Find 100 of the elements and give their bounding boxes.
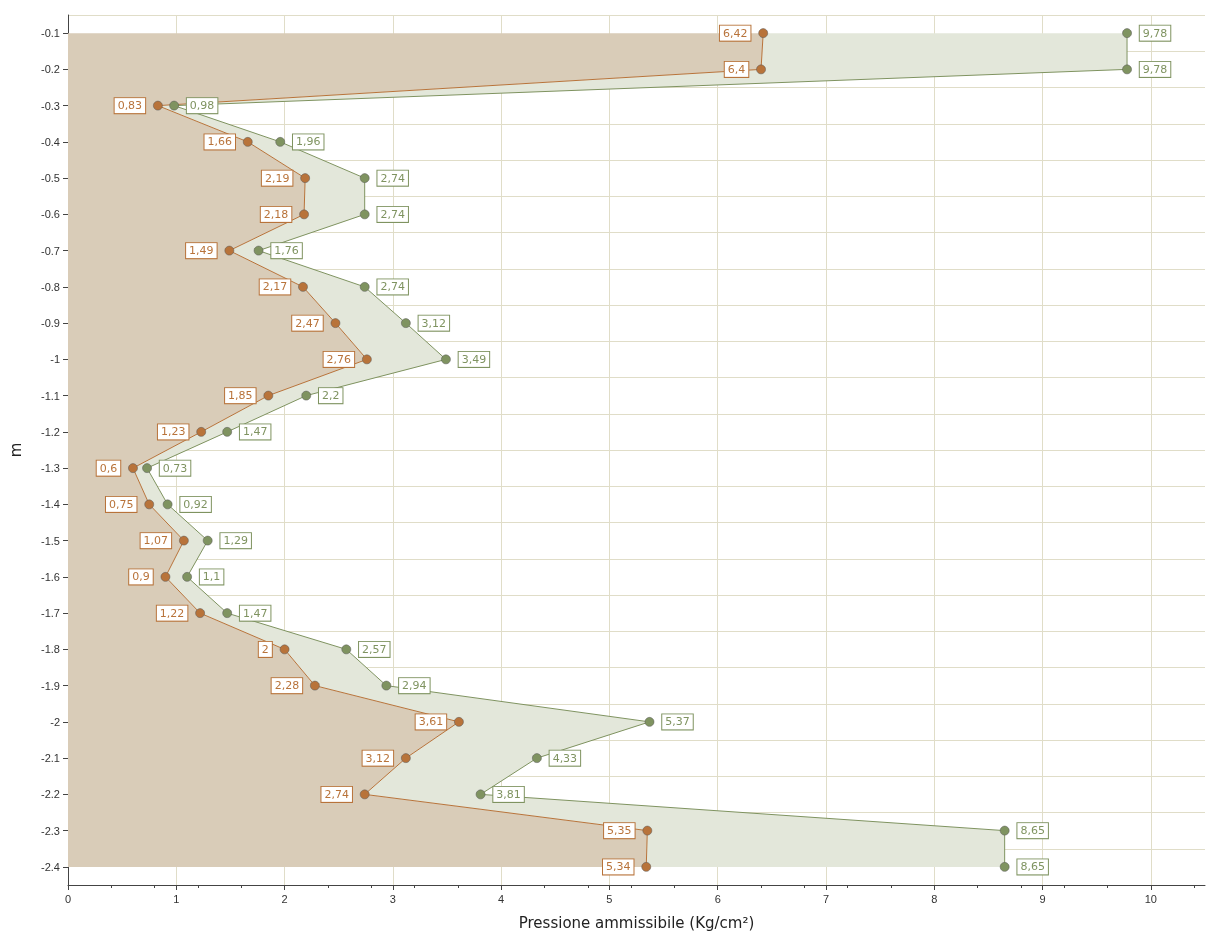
point bbox=[330, 318, 341, 328]
point bbox=[359, 282, 370, 292]
y-axis-title: m bbox=[6, 442, 25, 458]
x-tick-label: 9 bbox=[1039, 892, 1046, 905]
x-tick-label: 5 bbox=[606, 892, 613, 905]
point bbox=[381, 680, 392, 691]
point bbox=[454, 717, 464, 727]
point bbox=[243, 137, 253, 147]
y-tick-label: -0.9 bbox=[41, 317, 60, 330]
point bbox=[301, 390, 311, 401]
point bbox=[359, 209, 370, 220]
point bbox=[441, 354, 451, 365]
y-tick-label: -1.6 bbox=[41, 570, 60, 583]
data-label: 1,76 bbox=[274, 244, 299, 258]
point bbox=[532, 753, 542, 763]
data-label: 1,23 bbox=[160, 425, 186, 439]
point bbox=[1122, 28, 1132, 38]
x-tick-label: 4 bbox=[498, 892, 505, 905]
data-label: 0,83 bbox=[117, 99, 143, 113]
point bbox=[999, 862, 1010, 872]
y-tick-label: -2.4 bbox=[41, 860, 60, 873]
data-label: 2,74 bbox=[324, 787, 349, 801]
y-tick-label: -1.7 bbox=[41, 607, 60, 620]
point bbox=[644, 717, 655, 727]
point bbox=[162, 499, 173, 510]
y-tick-label: -1 bbox=[50, 353, 60, 366]
data-label: 2,2 bbox=[321, 389, 340, 403]
data-label: 2,74 bbox=[380, 280, 405, 294]
data-label: 1,96 bbox=[295, 135, 321, 149]
data-label: 2,94 bbox=[402, 679, 427, 693]
data-label: 1,1 bbox=[202, 570, 221, 584]
data-label: 2,47 bbox=[295, 316, 320, 330]
x-axis-title: Pressione ammissibile (Kg/cm²) bbox=[518, 913, 755, 932]
data-label: 1,85 bbox=[228, 389, 253, 403]
data-label: 2,19 bbox=[264, 171, 290, 185]
point bbox=[160, 572, 171, 582]
point bbox=[202, 535, 213, 546]
point bbox=[642, 825, 653, 836]
point bbox=[341, 644, 352, 655]
x-tick-label: 10 bbox=[1144, 892, 1157, 905]
point bbox=[475, 789, 486, 800]
data-label: 2,18 bbox=[263, 207, 289, 221]
point bbox=[182, 572, 192, 582]
point bbox=[1122, 64, 1132, 75]
data-label: 1,49 bbox=[189, 244, 214, 258]
y-tick-label: -0.3 bbox=[41, 99, 60, 112]
data-label: 5,37 bbox=[665, 715, 690, 729]
point bbox=[153, 100, 163, 111]
y-tick-label: -1.3 bbox=[41, 462, 60, 475]
data-label: 4,33 bbox=[552, 751, 578, 765]
point bbox=[179, 535, 189, 546]
data-label: 3,81 bbox=[496, 787, 521, 801]
point bbox=[253, 245, 264, 256]
y-tick-label: -0.7 bbox=[41, 244, 60, 257]
point bbox=[142, 463, 152, 473]
x-tick-label: 7 bbox=[822, 892, 830, 905]
data-label: 1,22 bbox=[159, 606, 185, 620]
data-label: 9,78 bbox=[1142, 26, 1168, 40]
y-tick-label: -0.8 bbox=[41, 280, 60, 293]
point bbox=[196, 427, 206, 437]
y-tick-label: -2.3 bbox=[41, 824, 60, 837]
data-label: 2,57 bbox=[362, 642, 387, 656]
data-label: 1,47 bbox=[242, 425, 268, 439]
y-tick-label: -1.8 bbox=[41, 643, 60, 656]
data-label: 2,17 bbox=[262, 280, 288, 294]
data-label: 0,9 bbox=[132, 570, 150, 584]
data-label: 3,49 bbox=[461, 352, 487, 366]
data-label: 0,6 bbox=[99, 461, 118, 475]
y-tick-label: -1.9 bbox=[41, 679, 60, 692]
data-label: 3,12 bbox=[421, 316, 447, 330]
point bbox=[758, 28, 768, 38]
point bbox=[263, 390, 274, 401]
y-tick-label: -1.4 bbox=[41, 498, 60, 511]
point bbox=[128, 463, 138, 473]
point bbox=[222, 427, 232, 437]
point bbox=[362, 354, 372, 365]
point bbox=[359, 789, 370, 800]
data-label: 9,78 bbox=[1142, 62, 1168, 76]
point bbox=[401, 753, 411, 763]
data-label: 8,65 bbox=[1020, 824, 1045, 838]
x-tick-label: 0 bbox=[64, 892, 72, 905]
y-tick-label: -0.1 bbox=[41, 27, 60, 40]
data-label: 1,07 bbox=[143, 534, 169, 548]
point bbox=[359, 173, 370, 183]
point bbox=[999, 825, 1010, 836]
x-tick-label: 3 bbox=[389, 892, 396, 905]
data-label: 1,29 bbox=[223, 534, 248, 548]
point bbox=[641, 862, 651, 872]
data-label: 5,35 bbox=[607, 824, 632, 838]
y-tick-label: -0.5 bbox=[41, 172, 60, 185]
y-tick-label: -1.2 bbox=[41, 425, 60, 438]
data-label: 0,73 bbox=[162, 461, 188, 475]
data-label: 1,47 bbox=[242, 606, 268, 620]
y-tick-label: -2.2 bbox=[41, 788, 60, 801]
data-label: 3,61 bbox=[418, 715, 444, 729]
y-tick-label: -0.4 bbox=[41, 135, 60, 148]
data-label: 8,65 bbox=[1020, 860, 1045, 874]
y-tick-label: -0.2 bbox=[41, 63, 60, 76]
x-tick-label: 6 bbox=[714, 892, 721, 905]
x-tick-label: 1 bbox=[173, 892, 180, 905]
